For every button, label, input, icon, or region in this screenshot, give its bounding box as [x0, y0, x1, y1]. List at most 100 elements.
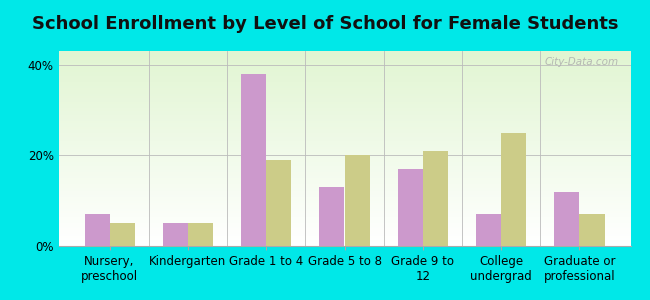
Bar	[58, 244, 630, 246]
Bar	[58, 191, 630, 193]
Bar	[58, 94, 630, 96]
Bar	[58, 209, 630, 211]
Bar	[58, 61, 630, 63]
Bar	[58, 82, 630, 84]
Bar	[501, 133, 526, 246]
Bar	[58, 229, 630, 230]
Bar	[58, 164, 630, 166]
Bar	[58, 232, 630, 234]
Bar	[58, 115, 630, 117]
Bar	[58, 90, 630, 92]
Bar	[58, 217, 630, 219]
Bar	[58, 213, 630, 215]
Bar	[58, 135, 630, 137]
Bar	[58, 111, 630, 113]
Bar	[58, 100, 630, 102]
Bar	[58, 188, 630, 190]
Bar	[58, 88, 630, 90]
Bar	[58, 131, 630, 133]
Text: School Enrollment by Level of School for Female Students: School Enrollment by Level of School for…	[32, 15, 618, 33]
Bar	[188, 223, 213, 246]
Bar	[58, 70, 630, 72]
Bar	[58, 59, 630, 61]
Bar	[58, 125, 630, 127]
Bar	[58, 166, 630, 168]
Bar	[58, 180, 630, 182]
Bar	[58, 224, 630, 226]
Bar	[58, 53, 630, 55]
Bar	[58, 96, 630, 98]
Bar	[58, 147, 630, 148]
Bar	[58, 240, 630, 242]
Bar	[58, 106, 630, 107]
Bar	[58, 57, 630, 59]
Bar	[241, 74, 266, 246]
Bar	[58, 199, 630, 201]
Bar	[58, 107, 630, 110]
Bar	[58, 176, 630, 178]
Bar	[58, 211, 630, 213]
Bar	[398, 169, 423, 246]
Bar	[58, 113, 630, 115]
Bar	[58, 133, 630, 135]
Bar	[58, 152, 630, 154]
Bar	[58, 80, 630, 82]
Bar	[58, 86, 630, 88]
Bar	[58, 168, 630, 170]
Bar	[58, 223, 630, 224]
Bar	[422, 151, 448, 246]
Bar	[58, 117, 630, 119]
Bar	[58, 98, 630, 100]
Bar	[58, 234, 630, 236]
Bar	[58, 68, 630, 70]
Bar	[58, 72, 630, 74]
Bar	[58, 102, 630, 103]
Bar	[58, 158, 630, 160]
Bar	[58, 219, 630, 220]
Bar	[58, 150, 630, 152]
Bar	[58, 123, 630, 125]
Text: City-Data.com: City-Data.com	[545, 57, 619, 67]
Bar	[58, 178, 630, 180]
Bar	[58, 170, 630, 172]
Bar	[58, 160, 630, 162]
Bar	[58, 74, 630, 76]
Bar	[58, 195, 630, 197]
Bar	[58, 156, 630, 158]
Bar	[58, 64, 630, 67]
Bar	[58, 145, 630, 146]
Bar	[58, 162, 630, 164]
Bar	[58, 193, 630, 195]
Bar	[58, 63, 630, 64]
Bar	[58, 67, 630, 68]
Bar	[58, 215, 630, 217]
Bar	[344, 155, 370, 246]
Bar	[58, 103, 630, 106]
Bar	[58, 190, 630, 191]
Bar	[58, 197, 630, 199]
Bar	[58, 139, 630, 141]
Bar	[58, 236, 630, 238]
Bar	[58, 127, 630, 129]
Bar	[58, 172, 630, 174]
Bar	[266, 160, 291, 246]
Bar	[58, 230, 630, 232]
Bar	[58, 92, 630, 94]
Bar	[58, 207, 630, 209]
Bar	[58, 242, 630, 244]
Bar	[554, 192, 579, 246]
Bar	[58, 226, 630, 229]
Bar	[58, 142, 630, 145]
Bar	[58, 220, 630, 223]
Bar	[58, 110, 630, 111]
Bar	[162, 223, 188, 246]
Bar	[58, 76, 630, 78]
Bar	[58, 184, 630, 185]
Bar	[58, 141, 630, 142]
Bar	[58, 84, 630, 86]
Bar	[58, 182, 630, 184]
Bar	[58, 55, 630, 57]
Bar	[476, 214, 501, 246]
Bar	[84, 214, 110, 246]
Bar	[58, 148, 630, 150]
